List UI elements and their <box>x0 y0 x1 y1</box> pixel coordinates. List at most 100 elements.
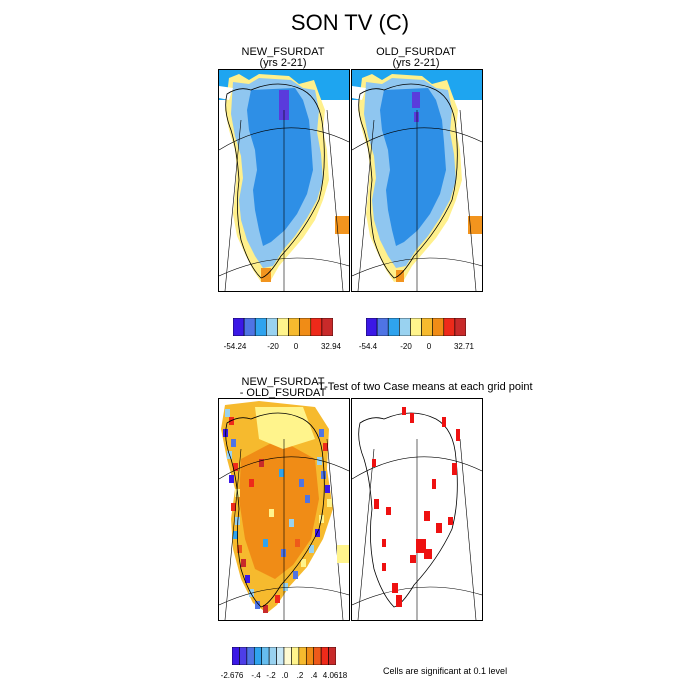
panel-title-diff-label: NEW_FSURDAT <box>241 376 325 388</box>
diff-cell <box>325 485 330 493</box>
panel-title-new-label: NEW_FSURDAT <box>241 46 325 58</box>
colorbar-new-swatch <box>232 317 245 337</box>
colorbar-new-swatch <box>254 317 267 337</box>
colorbar-old-swatch <box>410 317 422 337</box>
colorbar-new-label-mid1: -20 <box>267 342 279 351</box>
diff-cell <box>279 469 284 477</box>
colorbar-old-label-zero: 0 <box>426 342 432 351</box>
diff-cell <box>259 459 264 467</box>
significant-cell <box>452 463 457 475</box>
colorbar-diff-labels: -2.676 -.4 -.2 .0 .2 .4 4.0618 <box>221 671 348 681</box>
diff-cell <box>319 429 324 437</box>
map-new-fsurdat <box>218 69 350 292</box>
diff-cell <box>275 595 280 603</box>
significant-cell <box>396 595 402 607</box>
diff-cell <box>281 549 286 557</box>
diff-cell <box>263 605 268 613</box>
colorbar-old-label-mid1: -20 <box>400 342 412 351</box>
significant-cell <box>448 517 453 525</box>
colorbar-diff-swatch <box>305 646 315 666</box>
colorbar-old-swatch <box>399 317 411 337</box>
colorbar-new-swatch <box>266 317 278 337</box>
map-new-svg <box>219 70 349 291</box>
diff-cell <box>321 471 326 479</box>
diff-cell <box>327 499 332 507</box>
diff-cell <box>233 463 238 471</box>
significant-cell <box>392 583 398 593</box>
colorbar-diff-swatch <box>320 646 329 666</box>
colorbar-diff-swatch <box>328 646 337 666</box>
colorbar-new-swatch <box>299 317 312 337</box>
diff-cell <box>263 539 268 547</box>
colorbar-diff: -2.676 -.4 -.2 .0 .2 .4 4.0618 <box>221 646 348 685</box>
significant-cell <box>416 539 426 553</box>
colorbar-diff-swatch <box>261 646 270 666</box>
colorbar-old-swatch <box>376 317 389 337</box>
diff-cell <box>231 439 236 447</box>
colorbar-old-swatch <box>432 317 445 337</box>
map-diff <box>218 398 350 621</box>
significant-cell <box>442 417 446 427</box>
colorbar-diff-swatch <box>298 646 307 666</box>
significant-cell <box>424 549 432 559</box>
colorbar-diff-label-3: .0 <box>281 671 289 680</box>
colorbar-diff-swatch <box>283 646 292 666</box>
panel-title-old-label: OLD_FSURDAT <box>376 46 456 58</box>
colorbar-diff-swatch <box>231 646 240 666</box>
map-old-svg <box>352 70 482 291</box>
significant-cell <box>386 507 391 515</box>
diff-cell <box>249 479 254 487</box>
diff-cell <box>237 545 242 553</box>
diff-cell <box>231 503 236 511</box>
significant-cell <box>410 413 414 423</box>
colorbar-new-label-max: 32.94 <box>320 342 342 351</box>
map-ttest <box>351 398 483 621</box>
diff-cell <box>255 601 260 609</box>
panel-title-diff: NEW_FSURDAT - OLD_FSURDAT <box>208 377 358 399</box>
panel-subtitle-diff: - OLD_FSURDAT <box>239 387 327 399</box>
colorbar-diff-label-0: -2.676 <box>220 671 244 680</box>
diff-cell <box>301 559 306 567</box>
significant-cell <box>456 429 460 441</box>
colorbar-diff-swatch <box>239 646 248 666</box>
panel-subtitle-new: (yrs 2-21) <box>259 57 307 69</box>
diff-cell <box>317 457 322 465</box>
colorbar-diff-swatch <box>291 646 300 666</box>
diff-cell <box>295 539 300 547</box>
map-diff-svg <box>219 401 349 620</box>
diff-cell <box>323 443 328 451</box>
colorbar-diff-swatch <box>253 646 263 666</box>
colorbar-old-swatch <box>443 317 456 337</box>
diff-cell <box>233 531 238 539</box>
significant-cell <box>402 407 406 415</box>
colorbar-old-swatch <box>421 317 433 337</box>
page-title: SON TV (C) <box>290 10 410 35</box>
colorbar-diff-label-4: .2 <box>296 671 304 680</box>
ttest-significant-cells <box>372 407 460 607</box>
significant-cell <box>382 563 386 571</box>
significance-note: Cells are significant at 0.1 level <box>383 666 508 676</box>
colorbar-old-swatch <box>454 317 467 337</box>
colorbar-old-swatch <box>365 317 378 337</box>
map-old-fsurdat <box>351 69 483 292</box>
panel-title-ttest: T-Test of two Case means at each grid po… <box>318 381 533 393</box>
significant-cell <box>374 499 379 509</box>
diff-cell <box>241 559 246 567</box>
colorbar-new-swatch <box>310 317 323 337</box>
significant-cell <box>410 555 416 563</box>
colorbar-new-label-zero: 0 <box>293 342 299 351</box>
colorbar-old-labels: -54.4 -20 0 32.71 <box>359 342 474 352</box>
significant-cell <box>382 539 386 547</box>
diff-cell <box>299 479 304 487</box>
diff-cell <box>293 571 298 579</box>
colorbar-diff-label-6: 4.0618 <box>322 671 348 680</box>
diff-cell <box>309 545 314 553</box>
colorbar-new-swatch <box>277 317 289 337</box>
diff-cell <box>229 417 234 425</box>
significant-cell <box>372 459 376 467</box>
colorbar-diff-swatch <box>313 646 322 666</box>
significant-cell <box>424 511 430 521</box>
significant-cell <box>436 523 442 533</box>
colorbar-diff-label-5: .4 <box>310 671 318 680</box>
colorbar-old-swatches <box>365 317 467 337</box>
